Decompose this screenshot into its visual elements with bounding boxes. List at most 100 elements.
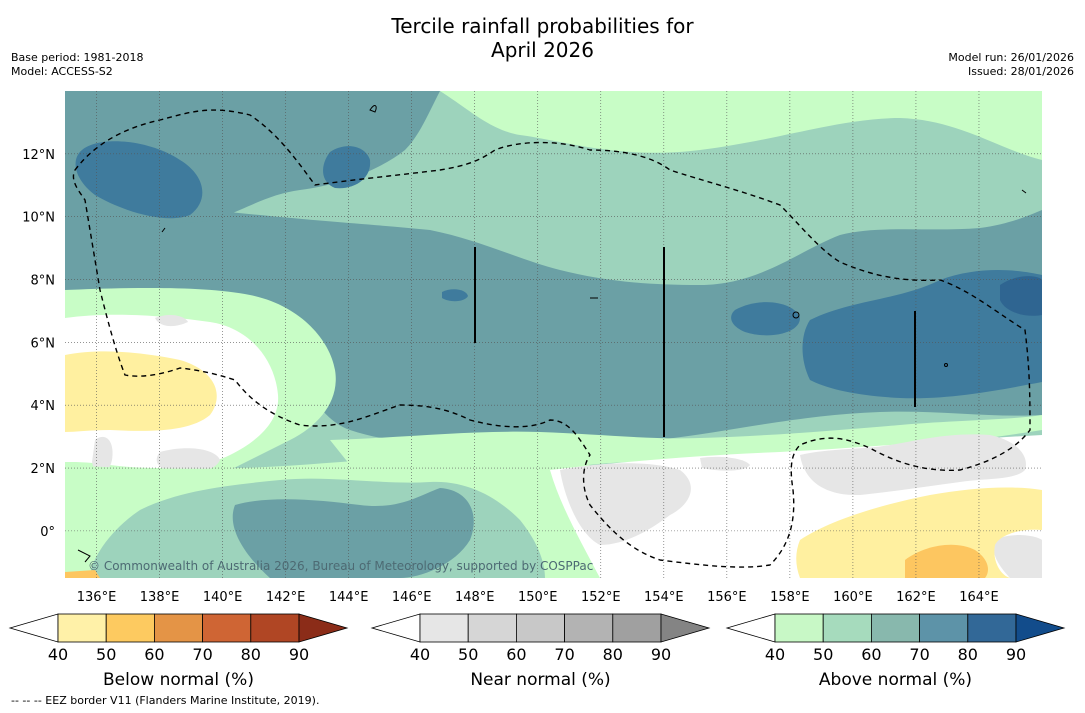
lon-tick-label: 152°E — [581, 590, 621, 605]
lon-tick-label: 148°E — [455, 590, 495, 605]
lat-tick-label: 4°N — [31, 399, 56, 414]
meta-right: Model run: 26/01/2026 Issued: 28/01/2026 — [948, 51, 1074, 79]
above-70-northwest — [75, 141, 203, 219]
near-40-southeast-d — [993, 535, 1042, 578]
lon-tick-label: 144°E — [329, 590, 369, 605]
lon-tick-label: 136°E — [77, 590, 117, 605]
above-40-equator — [330, 415, 1042, 472]
colorbars: 40 50 60 70 80 90 Below normal (%) 40 50 60 70 80 90… — [8, 613, 1066, 690]
probability-shading: © Commonwealth of Australia 2026, Bureau… — [65, 91, 1042, 578]
islands — [77, 105, 1027, 563]
near-40-blob-a — [92, 436, 113, 474]
colorbar-low-extend — [725, 613, 776, 643]
colorbar-tick-label: 60 — [506, 645, 526, 664]
title-line-2: April 2026 — [491, 38, 594, 62]
lat-tick-label: 0° — [40, 525, 55, 540]
below-40-west — [65, 351, 217, 432]
colorbar-tick-label: 70 — [909, 645, 929, 664]
colorbar-segment — [822, 613, 872, 643]
lon-tick-label: 164°E — [959, 590, 999, 605]
issued-text: Issued: 28/01/2026 — [967, 65, 1074, 78]
below-50-southeast — [905, 544, 988, 578]
island-g — [1021, 189, 1027, 194]
above-40-blob — [980, 115, 1004, 137]
colorbar-tick-label: 40 — [765, 645, 785, 664]
lat-tick-label: 2°N — [31, 462, 56, 477]
near-40-southeast-c — [700, 456, 750, 471]
latitude-labels: 12°N 10°N 8°N 6°N 4°N 2°N 0° — [22, 148, 55, 540]
colorbar-title: Above normal (%) — [819, 670, 972, 690]
lon-tick-label: 154°E — [644, 590, 684, 605]
colorbar-segment — [153, 613, 203, 643]
island-f — [161, 227, 166, 233]
colorbar-3: 40 50 60 70 80 90 Above normal (%) — [725, 613, 1066, 690]
below-50-corner — [65, 570, 100, 578]
colorbar-tick-label: 60 — [144, 645, 164, 664]
colorbar-2: 40 50 60 70 80 90 Near normal (%) — [370, 613, 711, 690]
island-a — [369, 105, 377, 113]
lon-tick-label: 142°E — [266, 590, 306, 605]
colorbar-tick-label: 90 — [1006, 645, 1026, 664]
lon-tick-label: 156°E — [707, 590, 747, 605]
colorbar-high-extend — [298, 613, 349, 643]
chart-title: Tercile rainfall probabilities for April… — [0, 14, 1085, 62]
colorbar-low-extend — [370, 613, 421, 643]
colorbar-high-extend — [1015, 613, 1066, 643]
base-period-text: Base period: 1981-2018 — [11, 51, 144, 64]
colorbar-segment — [516, 613, 566, 643]
colorbar-segment — [774, 613, 824, 643]
colorbar-tick-label: 70 — [192, 645, 212, 664]
near-40-blob-b — [156, 448, 220, 473]
colorbar-high-extend — [660, 613, 711, 643]
colorbar-tick-label: 50 — [458, 645, 478, 664]
colorbar-tick-label: 60 — [861, 645, 881, 664]
above-80-east-edge — [1000, 276, 1042, 316]
above-70-blob-b — [731, 302, 800, 336]
island-b — [792, 311, 800, 319]
colorbar-tick-label: 80 — [241, 645, 261, 664]
lon-tick-label: 162°E — [896, 590, 936, 605]
lat-tick-label: 10°N — [22, 211, 55, 226]
colorbar-segment — [57, 613, 107, 643]
model-run-text: Model run: 26/01/2026 — [948, 51, 1074, 64]
lon-tick-label: 160°E — [833, 590, 873, 605]
colorbar-segment — [871, 613, 921, 643]
island-e — [77, 549, 91, 563]
model-text: Model: ACCESS-S2 — [11, 65, 113, 78]
colorbar-tick-label: 90 — [651, 645, 671, 664]
eez-footnote: -- -- -- EEZ border V11 (Flanders Marine… — [11, 694, 320, 707]
colorbar-segment — [612, 613, 662, 643]
near-40-southeast-a — [560, 463, 691, 545]
above-40-north — [440, 91, 1042, 160]
colorbar-tick-label: 70 — [554, 645, 574, 664]
colorbar-tick-label: 90 — [289, 645, 309, 664]
colorbar-segment — [250, 613, 300, 643]
colorbar-tick-label: 80 — [603, 645, 623, 664]
colorbar-tick-label: 40 — [410, 645, 430, 664]
island-c — [944, 363, 948, 367]
colorbar-tick-label: 40 — [48, 645, 68, 664]
longitude-labels: 136°E 138°E 140°E 142°E 144°E 146°E 148°E 150°E… — [77, 590, 999, 605]
title-line-1: Tercile rainfall probabilities for — [391, 14, 694, 38]
colorbar-low-extend — [8, 613, 59, 643]
colorbar-segment — [105, 613, 155, 643]
colorbar-1: 40 50 60 70 80 90 Below normal (%) — [8, 613, 349, 690]
lon-tick-label: 158°E — [770, 590, 810, 605]
lat-tick-label: 12°N — [22, 148, 55, 163]
colorbar-segment — [467, 613, 517, 643]
above-60-south — [232, 488, 474, 578]
lat-tick-label: 6°N — [31, 336, 56, 351]
lon-tick-label: 146°E — [392, 590, 432, 605]
lon-tick-label: 138°E — [140, 590, 180, 605]
near-40-blob-e — [155, 315, 188, 327]
colorbar-segment — [202, 613, 252, 643]
near-40-southeast-b — [800, 434, 1026, 496]
above-70-blob-c — [442, 289, 468, 302]
lon-tick-label: 150°E — [518, 590, 558, 605]
lon-tick-label: 140°E — [203, 590, 243, 605]
colorbar-segment — [919, 613, 969, 643]
colorbar-tick-label: 50 — [96, 645, 116, 664]
lat-tick-label: 8°N — [31, 274, 56, 289]
above-70-blob-a — [323, 146, 371, 189]
